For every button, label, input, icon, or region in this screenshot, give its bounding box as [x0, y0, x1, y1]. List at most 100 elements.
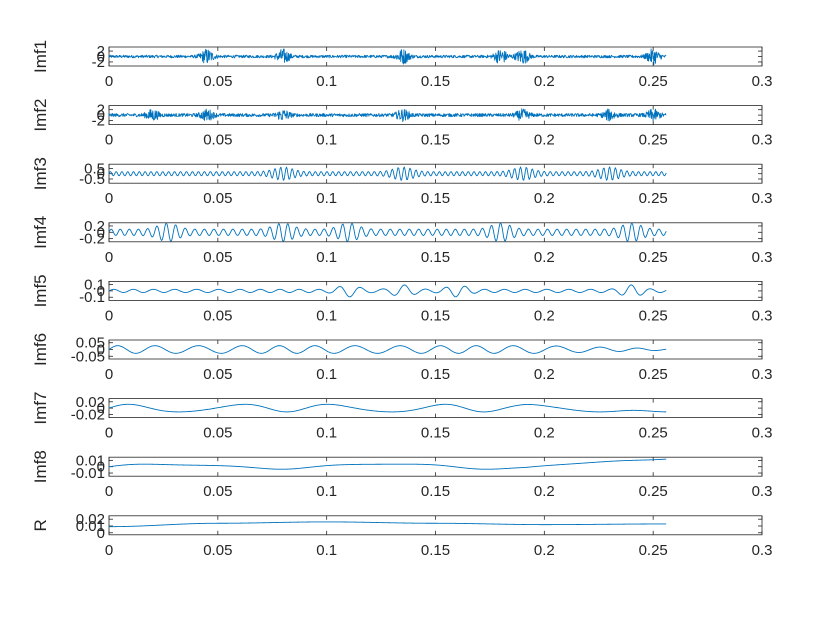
x-tick-label: 0.1	[316, 542, 337, 559]
y-axis-label: Imf5	[31, 274, 50, 307]
x-tick-label: 0.2	[534, 307, 555, 324]
x-tick-label: 0.15	[421, 190, 450, 207]
y-tick-label: -2	[92, 54, 105, 71]
signal-line	[108, 166, 667, 181]
y-tick-label: -2	[92, 113, 105, 130]
x-tick-label: 0.15	[421, 542, 450, 559]
y-axis-label: Imf1	[31, 40, 50, 73]
x-tick-label: 0.25	[639, 190, 668, 207]
x-tick-label: 0.05	[203, 249, 232, 266]
x-tick-label: 0.2	[534, 73, 555, 90]
x-tick-label: 0	[105, 249, 113, 266]
y-tick-label: 0	[97, 224, 105, 241]
x-tick-label: 0.2	[534, 542, 555, 559]
x-tick-label: 0.1	[316, 366, 337, 383]
x-tick-label: 0.05	[203, 307, 232, 324]
y-tick-label: 0	[97, 400, 105, 417]
x-tick-label: 0	[105, 132, 113, 149]
x-tick-label: 0	[105, 307, 113, 324]
y-tick-label: 0.5	[84, 160, 105, 177]
x-tick-label: 0.2	[534, 132, 555, 149]
x-tick-label: 0	[105, 190, 113, 207]
y-tick-label: -0.2	[79, 231, 105, 248]
x-tick-label: 0.25	[639, 132, 668, 149]
x-tick-label: 0.15	[421, 425, 450, 442]
x-tick-label: 0.3	[752, 425, 773, 442]
y-tick-label: 0.02	[76, 394, 105, 411]
x-tick-label: 0.1	[316, 425, 337, 442]
x-tick-label: 0.1	[316, 132, 337, 149]
y-tick-label: 2	[97, 43, 105, 60]
y-tick-label: 0	[97, 283, 105, 300]
y-tick-label: 0	[97, 49, 105, 66]
x-tick-label: 0.05	[203, 483, 232, 500]
x-tick-label: 0.15	[421, 307, 450, 324]
y-axis-label: Imf4	[31, 216, 50, 249]
y-tick-label: 0.02	[76, 511, 105, 528]
y-tick-label: -0.5	[79, 171, 105, 188]
y-tick-label: -0.05	[71, 348, 105, 365]
y-axis-label: Imf8	[31, 450, 50, 483]
y-tick-label: 0.05	[76, 335, 105, 352]
x-tick-label: 0.25	[639, 425, 668, 442]
x-tick-label: 0.1	[316, 190, 337, 207]
y-tick-label: 0	[97, 166, 105, 183]
y-tick-label: -0.02	[71, 406, 105, 423]
x-tick-label: 0.25	[639, 542, 668, 559]
x-tick-label: 0.3	[752, 366, 773, 383]
y-tick-label: -0.01	[71, 465, 105, 482]
y-tick-label: -0.1	[79, 289, 105, 306]
x-tick-label: 0.15	[421, 249, 450, 266]
x-tick-label: 0.05	[203, 425, 232, 442]
signal-line	[108, 108, 667, 122]
x-tick-label: 0.25	[639, 73, 668, 90]
signal-line	[108, 403, 667, 413]
signal-line	[109, 521, 667, 528]
y-axis-label: Imf3	[31, 157, 50, 190]
imf-panel-9: 0 0.05 0.1 0.15 0.2 0.25 0.3 0.020.010 R	[31, 511, 772, 559]
x-tick-label: 0.05	[203, 73, 232, 90]
imf-panel-7: 0 0.05 0.1 0.15 0.2 0.25 0.3 0.020-0.02 Imf7	[31, 392, 772, 442]
y-tick-label: 0.01	[76, 452, 105, 469]
imf-panel-1: 0 0.05 0.1 0.15 0.2 0.25 0.3 20-2 Imf1	[31, 40, 772, 90]
signal-line	[108, 222, 667, 242]
signal-line	[108, 345, 667, 354]
y-tick-label: 0.2	[84, 218, 105, 235]
x-tick-label: 0.2	[534, 190, 555, 207]
x-tick-label: 0.3	[752, 132, 773, 149]
x-tick-label: 0.2	[534, 249, 555, 266]
x-tick-label: 0.3	[752, 483, 773, 500]
signal-line	[108, 48, 667, 65]
x-tick-label: 0.05	[203, 190, 232, 207]
x-tick-label: 0.25	[639, 483, 668, 500]
x-tick-label: 0.15	[421, 73, 450, 90]
x-tick-label: 0.05	[203, 366, 232, 383]
imf-panel-2: 0 0.05 0.1 0.15 0.2 0.25 0.3 20-2 Imf2	[31, 99, 772, 149]
imf-panel-3: 0 0.05 0.1 0.15 0.2 0.25 0.3 0.50-0.5 Imf3	[31, 157, 772, 207]
x-tick-label: 0.2	[534, 483, 555, 500]
imf-panel-8: 0 0.05 0.1 0.15 0.2 0.25 0.3 0.010-0.01 Imf8	[31, 450, 772, 500]
x-tick-label: 0	[105, 366, 113, 383]
x-tick-label: 0.3	[752, 249, 773, 266]
x-tick-label: 0.15	[421, 132, 450, 149]
x-tick-label: 0.3	[752, 190, 773, 207]
x-tick-label: 0.1	[316, 307, 337, 324]
y-tick-label: 0.1	[84, 277, 105, 294]
x-tick-label: 0.25	[639, 307, 668, 324]
y-tick-label: 0	[97, 342, 105, 359]
x-tick-label: 0	[105, 483, 113, 500]
x-tick-label: 0.05	[203, 542, 232, 559]
y-axis-label: Imf7	[31, 392, 50, 425]
y-tick-label: 2	[97, 102, 105, 119]
y-axis-label: Imf2	[31, 99, 50, 132]
x-tick-label: 0.3	[752, 307, 773, 324]
signal-line	[108, 458, 667, 470]
x-tick-label: 0.15	[421, 483, 450, 500]
x-tick-label: 0	[105, 73, 113, 90]
signal-line	[108, 284, 667, 298]
x-tick-label: 0	[105, 425, 113, 442]
